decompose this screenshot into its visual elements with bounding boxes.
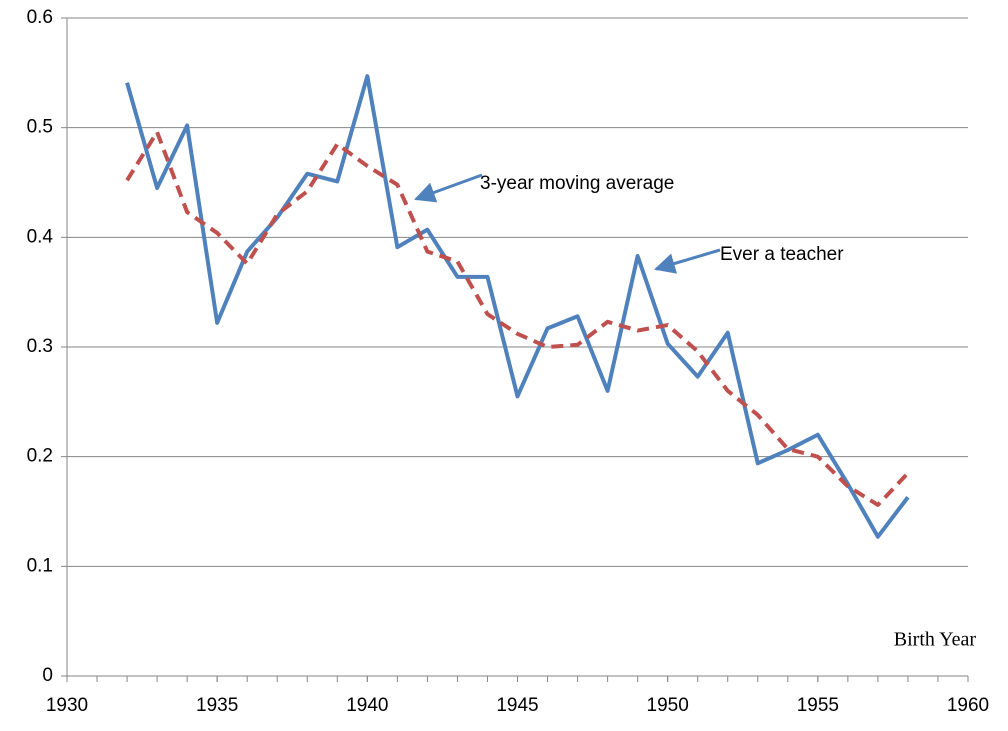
x-axis-title: Birth Year [894,629,977,651]
x-tick-label: 1960 [947,695,989,716]
x-tick-label: 1935 [196,695,238,716]
y-tick-label: 0.6 [27,7,53,28]
x-tick-label: 1930 [46,695,88,716]
y-tick-label: 0.4 [27,226,54,247]
x-tick-label: 1945 [496,695,538,716]
y-tick-label: 0.1 [27,555,53,576]
annotation-arrow [653,248,721,274]
annotation: 3-year moving average [480,173,674,194]
y-tick-label: 0.5 [27,117,53,138]
series-line [125,74,910,539]
y-tick-label: 0.2 [27,446,53,467]
annotation: Ever a teacher [720,244,844,265]
series-line [125,130,910,507]
x-tick-label: 1950 [647,695,689,716]
annotation-arrow [414,173,483,203]
y-tick-label: 0 [42,665,53,686]
y-tick-label: 0.3 [27,336,53,357]
x-tick-label: 1940 [346,695,388,716]
x-tick-label: 1955 [797,695,839,716]
